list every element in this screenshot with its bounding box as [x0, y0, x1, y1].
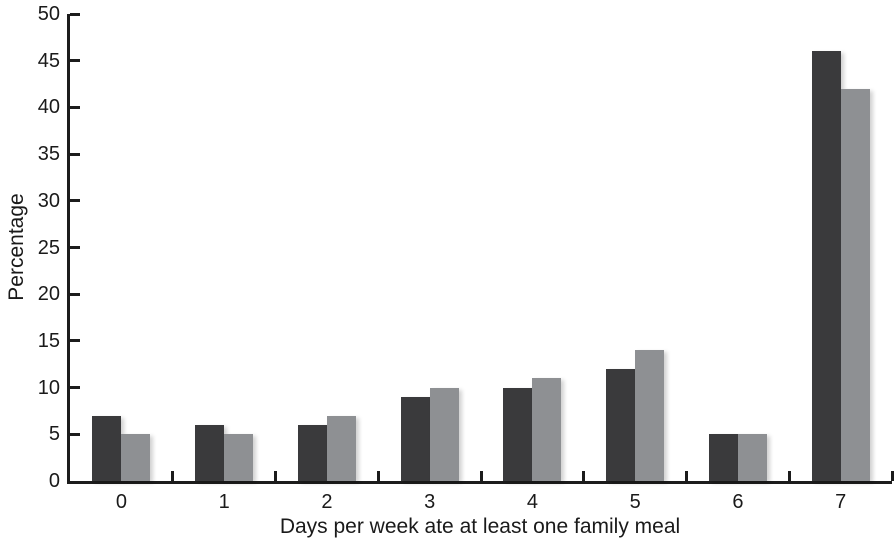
bar-dark-cat-0 [92, 415, 122, 481]
x-axis-line [67, 481, 892, 484]
bar-light-cat-5 [635, 350, 665, 481]
y-tick-mark-10 [70, 386, 80, 390]
y-tick-mark-20 [70, 292, 80, 296]
bar-light-cat-2 [326, 415, 356, 481]
x-tick-mark-2 [274, 471, 277, 481]
y-tick-mark-35 [70, 152, 80, 156]
x-tick-label-1: 1 [218, 491, 230, 513]
bar-light-cat-4 [532, 378, 562, 481]
y-tick-mark-15 [70, 339, 80, 343]
bar-light-cat-7 [840, 88, 870, 481]
x-tick-mark-8 [890, 471, 894, 481]
y-tick-label-15: 15 [37, 329, 60, 352]
y-tick-label-40: 40 [37, 96, 60, 119]
y-tick-mark-25 [70, 246, 80, 249]
y-tick-mark-45 [70, 59, 80, 63]
y-tick-label-0: 0 [48, 470, 60, 492]
x-tick-mark-6 [685, 471, 688, 481]
x-tick-label-7: 7 [835, 491, 847, 513]
x-tick-label-0: 0 [115, 491, 127, 513]
x-tick-mark-1 [171, 471, 175, 481]
y-tick-mark-30 [70, 199, 80, 203]
bar-light-cat-0 [121, 434, 151, 481]
bar-dark-cat-4 [503, 387, 533, 481]
x-tick-label-6: 6 [732, 491, 744, 513]
bar-light-cat-3 [429, 387, 459, 481]
x-tick-mark-4 [479, 471, 483, 481]
bar-dark-cat-6 [708, 434, 738, 481]
y-axis-line [67, 14, 70, 484]
bar-light-cat-1 [224, 434, 254, 481]
x-tick-label-3: 3 [424, 491, 436, 513]
y-tick-label-45: 45 [37, 49, 60, 72]
bar-dark-cat-5 [606, 368, 636, 481]
x-axis-title: Days per week ate at least one family me… [279, 515, 681, 538]
y-tick-label-35: 35 [37, 143, 60, 166]
y-tick-label-10: 10 [37, 376, 60, 399]
y-tick-label-30: 30 [37, 189, 60, 212]
y-tick-label-5: 5 [48, 423, 60, 446]
bar-dark-cat-7 [811, 51, 841, 481]
y-tick-label-20: 20 [37, 283, 60, 306]
bar-dark-cat-1 [195, 424, 225, 481]
y-tick-label-50: 50 [37, 3, 60, 25]
y-tick-label-25: 25 [37, 236, 60, 259]
y-tick-mark-5 [70, 432, 80, 436]
x-tick-label-5: 5 [629, 491, 641, 513]
x-tick-label-2: 2 [321, 491, 333, 513]
y-tick-mark-50 [70, 12, 80, 16]
bar-light-cat-6 [737, 434, 767, 481]
bar-dark-cat-2 [297, 424, 327, 481]
x-tick-mark-7 [787, 471, 791, 481]
y-tick-mark-40 [70, 105, 80, 109]
x-tick-mark-5 [582, 471, 586, 481]
x-tick-label-4: 4 [526, 491, 538, 513]
x-tick-mark-3 [376, 471, 380, 481]
bar-dark-cat-3 [400, 396, 430, 481]
